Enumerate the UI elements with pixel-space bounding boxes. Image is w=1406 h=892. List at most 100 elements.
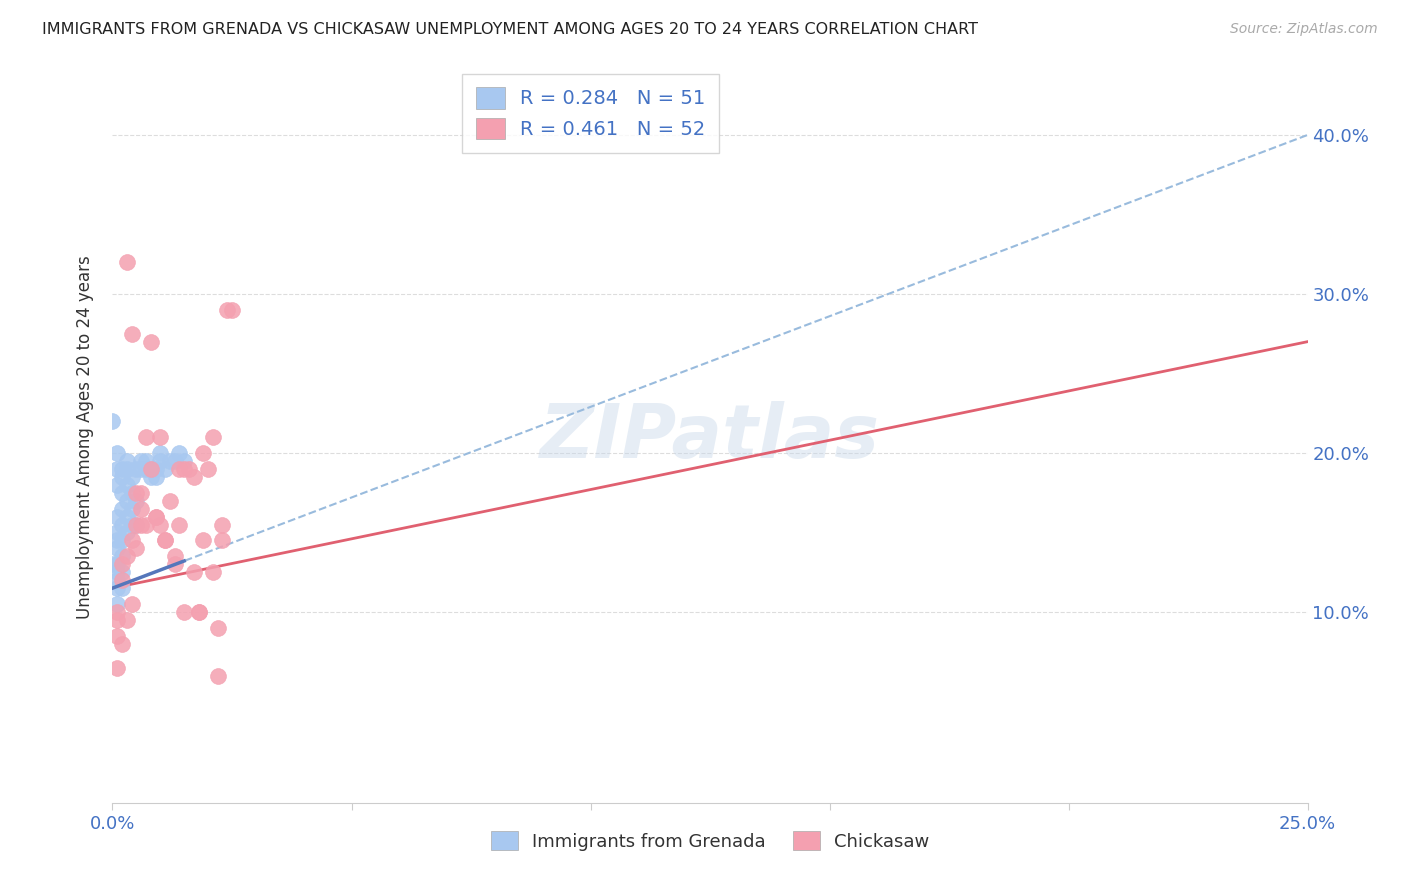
Point — [105, 446, 128, 460]
Point — [125, 541, 148, 556]
Point — [187, 605, 209, 619]
Point — [221, 302, 243, 317]
Point — [211, 533, 233, 548]
Point — [125, 493, 148, 508]
Point — [183, 470, 205, 484]
Point — [121, 597, 143, 611]
Point — [115, 255, 138, 269]
Point — [169, 446, 191, 460]
Point — [153, 462, 176, 476]
Point — [159, 493, 181, 508]
Point — [211, 517, 233, 532]
Text: Source: ZipAtlas.com: Source: ZipAtlas.com — [1230, 22, 1378, 37]
Point — [201, 430, 224, 444]
Point — [105, 462, 128, 476]
Point — [145, 509, 167, 524]
Point — [111, 462, 134, 476]
Point — [111, 485, 134, 500]
Legend: Immigrants from Grenada, Chickasaw: Immigrants from Grenada, Chickasaw — [481, 822, 939, 860]
Point — [201, 566, 224, 580]
Point — [129, 462, 152, 476]
Point — [105, 597, 128, 611]
Point — [129, 501, 152, 516]
Point — [217, 302, 239, 317]
Point — [145, 509, 167, 524]
Point — [101, 558, 124, 572]
Point — [183, 566, 205, 580]
Point — [105, 477, 128, 491]
Point — [115, 477, 138, 491]
Point — [111, 501, 134, 516]
Text: ZIPatlas: ZIPatlas — [540, 401, 880, 474]
Point — [111, 517, 134, 532]
Y-axis label: Unemployment Among Ages 20 to 24 years: Unemployment Among Ages 20 to 24 years — [76, 255, 94, 619]
Point — [125, 462, 148, 476]
Point — [163, 558, 186, 572]
Point — [207, 668, 229, 682]
Point — [111, 566, 134, 580]
Point — [177, 462, 200, 476]
Point — [115, 454, 138, 468]
Point — [135, 430, 157, 444]
Point — [111, 581, 134, 595]
Point — [125, 485, 148, 500]
Point — [149, 517, 172, 532]
Point — [111, 637, 134, 651]
Point — [121, 517, 143, 532]
Point — [105, 629, 128, 643]
Point — [149, 446, 172, 460]
Point — [115, 613, 138, 627]
Point — [159, 454, 181, 468]
Point — [149, 454, 172, 468]
Point — [139, 470, 162, 484]
Point — [115, 525, 138, 540]
Point — [105, 525, 128, 540]
Point — [169, 462, 191, 476]
Point — [173, 605, 195, 619]
Point — [125, 517, 148, 532]
Point — [105, 660, 128, 674]
Text: IMMIGRANTS FROM GRENADA VS CHICKASAW UNEMPLOYMENT AMONG AGES 20 TO 24 YEARS CORR: IMMIGRANTS FROM GRENADA VS CHICKASAW UNE… — [42, 22, 979, 37]
Point — [101, 414, 124, 428]
Point — [105, 613, 128, 627]
Point — [145, 470, 167, 484]
Point — [105, 509, 128, 524]
Point — [111, 533, 134, 548]
Point — [163, 454, 186, 468]
Point — [129, 517, 152, 532]
Point — [193, 533, 215, 548]
Point — [111, 549, 134, 564]
Point — [121, 326, 143, 341]
Point — [139, 462, 162, 476]
Point — [105, 573, 128, 587]
Point — [115, 462, 138, 476]
Point — [115, 509, 138, 524]
Point — [111, 573, 134, 587]
Point — [121, 485, 143, 500]
Point — [173, 454, 195, 468]
Point — [135, 454, 157, 468]
Point — [115, 493, 138, 508]
Point — [197, 462, 219, 476]
Point — [173, 462, 195, 476]
Point — [163, 549, 186, 564]
Point — [125, 517, 148, 532]
Point — [115, 549, 138, 564]
Point — [121, 470, 143, 484]
Point — [153, 533, 176, 548]
Point — [129, 454, 152, 468]
Point — [105, 541, 128, 556]
Point — [121, 533, 143, 548]
Point — [111, 470, 134, 484]
Point — [139, 334, 162, 349]
Point — [187, 605, 209, 619]
Point — [135, 517, 157, 532]
Point — [105, 566, 128, 580]
Point — [193, 446, 215, 460]
Point — [135, 462, 157, 476]
Point — [153, 533, 176, 548]
Point — [169, 517, 191, 532]
Point — [105, 558, 128, 572]
Point — [105, 533, 128, 548]
Point — [105, 605, 128, 619]
